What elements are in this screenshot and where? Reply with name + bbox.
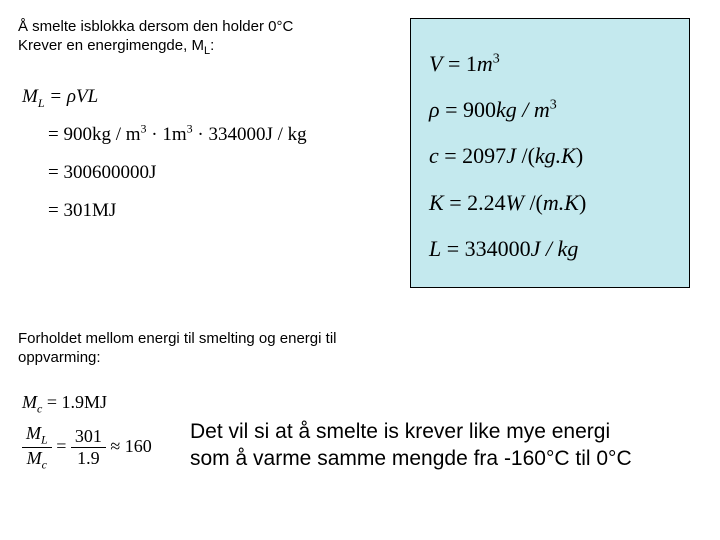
eq-ml-line1: ML = ρVL — [22, 78, 307, 116]
heading-melt-line1: Å smelte isblokka dersom den holder 0°C — [18, 18, 293, 37]
data-box: V = 1m3 ρ = 900kg / m3 c = 2097J /(kg.K)… — [410, 18, 690, 288]
eq-ml-line4: = 301MJ — [22, 192, 307, 230]
heading-ratio-line1: Forholdet mellom energi til smelting og … — [18, 330, 336, 349]
heading-melt: Å smelte isblokka dersom den holder 0°C … — [18, 18, 293, 59]
eq-ml-line2: = 900kg / m3 · 1m3 · 334000J / kg — [22, 116, 307, 154]
conclusion-line1: Det vil si at å smelte is krever like my… — [190, 418, 710, 445]
heading-ratio: Forholdet mellom energi til smelting og … — [18, 330, 336, 368]
ratio-fraction: ML Mc = 301 1.9 ≈ 160 — [22, 423, 152, 473]
conclusion-line2: som å varme samme mengde fra -160°C til … — [190, 445, 710, 472]
ratio-block: Mc = 1.9MJ ML Mc = 301 1.9 ≈ 160 — [22, 392, 152, 473]
heading-melt-line2: Krever en energimengde, ML: — [18, 37, 293, 59]
box-v: V = 1m3 — [429, 41, 671, 87]
box-rho: ρ = 900kg / m3 — [429, 87, 671, 133]
box-k: K = 2.24W /(m.K) — [429, 180, 671, 226]
equation-ml: ML = ρVL = 900kg / m3 · 1m3 · 334000J / … — [22, 78, 307, 230]
heading-ratio-line2: oppvarming: — [18, 349, 336, 368]
box-l: L = 334000J / kg — [429, 226, 671, 272]
eq-ml-line3: = 300600000J — [22, 154, 307, 192]
ratio-mc: Mc = 1.9MJ — [22, 392, 152, 417]
box-c: c = 2097J /(kg.K) — [429, 133, 671, 179]
conclusion: Det vil si at å smelte is krever like my… — [190, 418, 710, 473]
